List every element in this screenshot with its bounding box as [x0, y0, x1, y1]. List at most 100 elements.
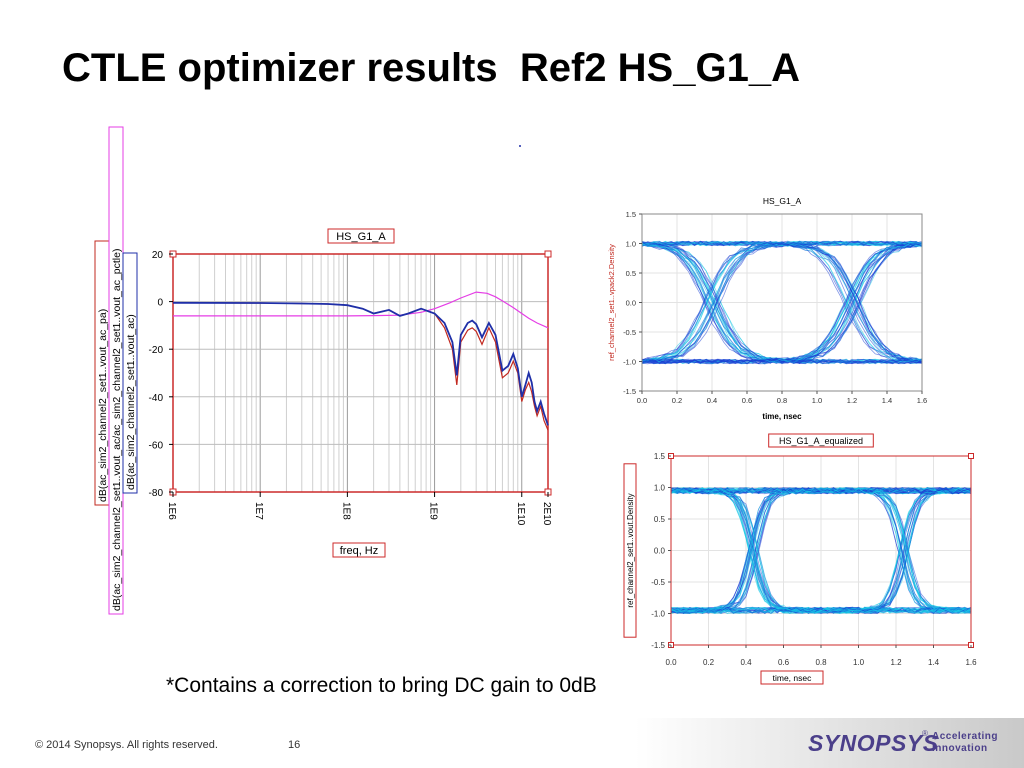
- legend-entry: dB(ac_sim2_channel2_set1..vout_ac/ac_sim…: [108, 126, 124, 615]
- y-tick-label: -1.5: [651, 641, 665, 650]
- legend-label: dB(ac_sim2_channel2_set1..vout_ac_pa): [97, 309, 109, 502]
- page-number: 16: [288, 739, 301, 751]
- eye-trace: [670, 488, 972, 614]
- x-tick-label: 1E7: [253, 502, 264, 520]
- x-tick-label: 1E8: [340, 502, 351, 520]
- eye-ylabel-box: [623, 463, 637, 638]
- eye-title-box: [768, 433, 874, 448]
- eye-trace: [641, 241, 923, 362]
- x-tick-label: 0.8: [777, 396, 787, 405]
- copyright-text: © 2014 Synopsys. All rights reserved.: [35, 739, 218, 751]
- x-tick-label: 0.6: [778, 658, 790, 667]
- x-tick-label: 0.0: [637, 396, 647, 405]
- legend-label: dB(ac_sim2_channel2_set1..vout_ac): [125, 314, 137, 490]
- bode-frame: [172, 253, 549, 493]
- eye-trace: [641, 241, 923, 362]
- frame-corner-handle: [968, 453, 974, 459]
- eye-trace: [641, 242, 922, 364]
- eye-y-axis-label: ref_channel2_set1..vpack2.Density: [607, 244, 616, 361]
- marker-dot: [519, 145, 521, 147]
- y-tick-label: -1.5: [623, 387, 636, 396]
- chart-title: HS_G1_A: [336, 231, 386, 243]
- eye-traces: [641, 240, 923, 365]
- x-tick-label: 0.4: [740, 658, 752, 667]
- y-tick-label: -0.5: [651, 578, 665, 587]
- x-tick-label: 0.8: [815, 658, 827, 667]
- y-tick-label: 1.5: [626, 210, 636, 219]
- y-tick-label: -80: [149, 488, 164, 499]
- x-tick-label: 0.0: [665, 658, 677, 667]
- y-tick-label: 1.5: [654, 452, 666, 461]
- series-line: [173, 291, 549, 329]
- eye-y-axis-label: ref_channel2_set1..vout.Density: [626, 493, 635, 607]
- x-tick-label: 1.2: [847, 396, 857, 405]
- y-tick-label: -60: [149, 440, 164, 451]
- x-tick-label: 1E10: [515, 502, 526, 526]
- y-tick-label: 1.0: [626, 240, 636, 249]
- legend-entry: dB(ac_sim2_channel2_set1..vout_ac): [122, 252, 138, 494]
- eye-trace: [670, 487, 972, 495]
- logo-tagline: Accelerating Innovation: [932, 731, 999, 754]
- eye-trace: [670, 487, 972, 614]
- x-tick-label: 0.2: [703, 658, 715, 667]
- legend-entry: dB(ac_sim2_channel2_set1..vout_ac_pa): [94, 240, 110, 506]
- y-tick-label: 0: [157, 298, 163, 309]
- title-box-border: [327, 228, 395, 244]
- eye-trace: [670, 487, 972, 613]
- eye-trace: [641, 241, 923, 363]
- eye-xlabel-box: [760, 670, 824, 685]
- legend-label: dB(ac_sim2_channel2_set1..vout_ac/ac_sim…: [111, 249, 123, 611]
- eye-trace: [641, 243, 923, 364]
- x-tick-label: 1.4: [882, 396, 892, 405]
- y-tick-label: 0.0: [626, 299, 636, 308]
- y-tick-label: -40: [149, 393, 164, 404]
- eye-trace: [641, 242, 923, 364]
- frame-corner-handle: [544, 250, 552, 258]
- bode-title-box: HS_G1_A: [327, 228, 395, 244]
- x-tick-label: 1.2: [890, 658, 902, 667]
- x-tick-label: 2E10: [541, 502, 552, 526]
- x-tick-label: 1E6: [166, 502, 177, 520]
- xlabel-border: [332, 542, 386, 558]
- slide-title: CTLE optimizer results Ref2 HS_G1_A: [62, 46, 800, 90]
- bode-xlabel-box: freq, Hz: [332, 542, 386, 558]
- y-tick-label: 1.0: [654, 484, 666, 493]
- eye-trace: [641, 243, 923, 363]
- x-axis-label: freq, Hz: [340, 545, 379, 557]
- y-tick-label: 0.0: [654, 547, 666, 556]
- y-tick-label: -1.0: [651, 610, 665, 619]
- eye-title: HS_G1_A_equalized: [779, 436, 863, 446]
- y-tick-label: -0.5: [623, 328, 636, 337]
- x-tick-label: 1E9: [428, 502, 439, 520]
- x-tick-label: 0.4: [707, 396, 717, 405]
- footer-bar: © 2014 Synopsys. All rights reserved. 16…: [0, 718, 1024, 768]
- x-tick-label: 1.4: [928, 658, 940, 667]
- eye-trace: [642, 244, 923, 365]
- y-tick-label: -1.0: [623, 358, 636, 367]
- eye-x-axis-label: time, nsec: [773, 673, 812, 683]
- logo-wordmark: SYNOPSYS: [808, 730, 939, 756]
- y-tick-label: 0.5: [626, 269, 636, 278]
- y-tick-label: 0.5: [654, 515, 666, 524]
- y-tick-label: 20: [152, 250, 164, 261]
- eye-traces: [670, 486, 972, 615]
- eye-x-axis-label: time, nsec: [762, 412, 802, 421]
- x-tick-label: 0.6: [742, 396, 752, 405]
- legend-border: [122, 252, 138, 494]
- x-tick-label: 1.0: [812, 396, 822, 405]
- eye-trace: [670, 487, 972, 613]
- x-tick-label: 1.6: [965, 658, 977, 667]
- footnote: *Contains a correction to bring DC gain …: [166, 674, 597, 697]
- eye-grid: [670, 455, 972, 646]
- registered-mark: ®: [922, 729, 928, 738]
- x-tick-label: 1.0: [853, 658, 865, 667]
- x-tick-label: 1.6: [917, 396, 927, 405]
- eye-trace: [670, 487, 972, 614]
- series-line: [172, 301, 549, 426]
- y-tick-label: -20: [149, 345, 164, 356]
- eye-trace: [670, 487, 972, 615]
- eye-title: HS_G1_A: [763, 196, 802, 206]
